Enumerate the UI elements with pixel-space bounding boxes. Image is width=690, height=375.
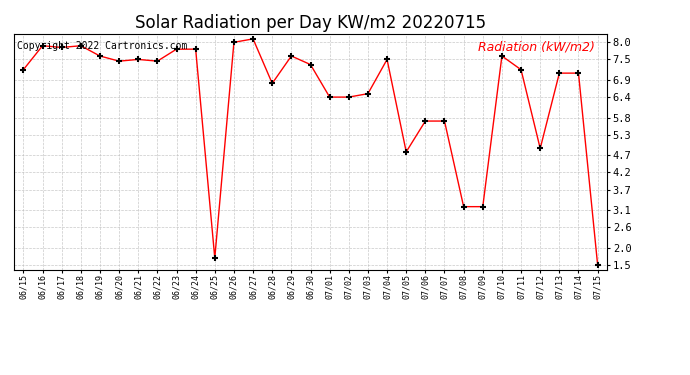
Text: Copyright 2022 Cartronics.com: Copyright 2022 Cartronics.com <box>17 41 187 51</box>
Text: Radiation (kW/m2): Radiation (kW/m2) <box>478 41 595 54</box>
Title: Solar Radiation per Day KW/m2 20220715: Solar Radiation per Day KW/m2 20220715 <box>135 14 486 32</box>
